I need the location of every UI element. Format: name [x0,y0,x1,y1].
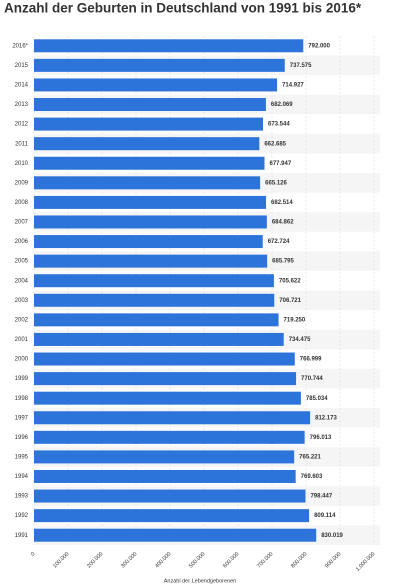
y-tick-label: 2015 [15,63,29,69]
x-tick-label: 700.000 [256,551,274,569]
y-tick-label: 2002 [15,317,29,323]
y-tick-label: 1998 [15,396,29,402]
y-tick-label: 2012 [15,122,29,128]
y-tick-label: 2016* [12,43,28,49]
bar [34,137,260,151]
value-label: 812.173 [315,415,337,421]
value-label: 682.514 [271,200,293,206]
value-label: 766.999 [300,357,322,363]
value-label: 734.475 [289,337,311,343]
y-tick-label: 1996 [15,435,29,441]
bar [34,176,261,190]
bar [34,274,274,288]
y-tick-label: 2004 [15,278,29,284]
bar [34,313,279,327]
value-label: 706.721 [279,298,301,304]
value-label: 719.250 [284,317,306,323]
bar [34,156,265,170]
x-tick-label: 0 [30,551,36,557]
value-label: 809.114 [314,513,336,519]
y-tick-label: 2014 [15,83,29,89]
value-label: 673.544 [268,122,290,128]
value-label: 770.744 [301,376,323,382]
value-label: 798.447 [310,494,332,500]
bar [34,450,295,464]
x-tick-label: 900.000 [324,551,342,569]
y-tick-label: 2009 [15,180,29,186]
value-label: 682.069 [271,102,293,108]
y-tick-label: 2006 [15,239,29,245]
y-tick-label: 2001 [15,337,29,343]
bar [34,215,267,229]
bar [34,293,275,307]
y-tick-label: 2005 [15,259,29,265]
value-label: 665.126 [265,180,287,186]
y-tick-label: 2000 [15,357,29,363]
value-label: 765.221 [299,454,321,460]
y-tick-label: 1991 [15,533,29,539]
bar [34,78,278,92]
value-label: 677.947 [270,161,292,167]
bar [34,98,266,112]
bar [34,509,310,523]
x-tick-label: 400.000 [154,551,172,569]
x-tick-label: 300.000 [120,551,138,569]
y-tick-label: 1997 [15,415,29,421]
x-tick-label: 200.000 [86,551,104,569]
value-label: 769.603 [301,474,323,480]
x-tick-label: 100.000 [52,551,70,569]
y-tick-label: 2008 [15,200,29,206]
value-label: 792.000 [308,43,330,49]
bar [34,235,263,249]
y-tick-label: 2010 [15,161,29,167]
bar [34,411,311,425]
x-tick-label: 500.000 [188,551,206,569]
x-tick-label: 600.000 [222,551,240,569]
bar [34,372,297,386]
value-label: 737.575 [290,63,312,69]
y-tick-label: 1992 [15,513,29,519]
value-label: 705.622 [279,278,301,284]
value-label: 714.927 [282,83,304,89]
value-label: 672.724 [268,239,290,245]
x-tick-label: 1.000.000 [355,551,377,573]
y-tick-label: 1993 [15,494,29,500]
value-label: 796.013 [310,435,332,441]
y-tick-label: 2011 [15,141,29,147]
bar [34,352,295,366]
bar [34,195,267,209]
bar [34,332,284,346]
bar [34,58,285,72]
y-tick-label: 2013 [15,102,29,108]
bar [34,528,317,542]
x-tick-label: 800.000 [290,551,308,569]
bar [34,39,304,53]
bar [34,254,268,268]
bar [34,469,296,483]
bar [34,489,306,503]
value-label: 685.795 [272,259,294,265]
y-tick-label: 1995 [15,454,29,460]
value-label: 684.862 [272,220,294,226]
y-tick-label: 2007 [15,220,29,226]
value-label: 662.685 [264,141,286,147]
bar [34,391,301,405]
bar [34,430,305,444]
y-tick-label: 1999 [15,376,29,382]
value-label: 830.019 [321,533,343,539]
chart-title: Anzahl der Geburten in Deutschland von 1… [4,1,362,16]
x-axis-label: Anzahl der Lebendgeborenen [164,578,236,584]
bar [34,117,264,131]
y-tick-label: 2003 [15,298,29,304]
y-tick-label: 1994 [15,474,29,480]
value-label: 785.034 [306,396,328,402]
